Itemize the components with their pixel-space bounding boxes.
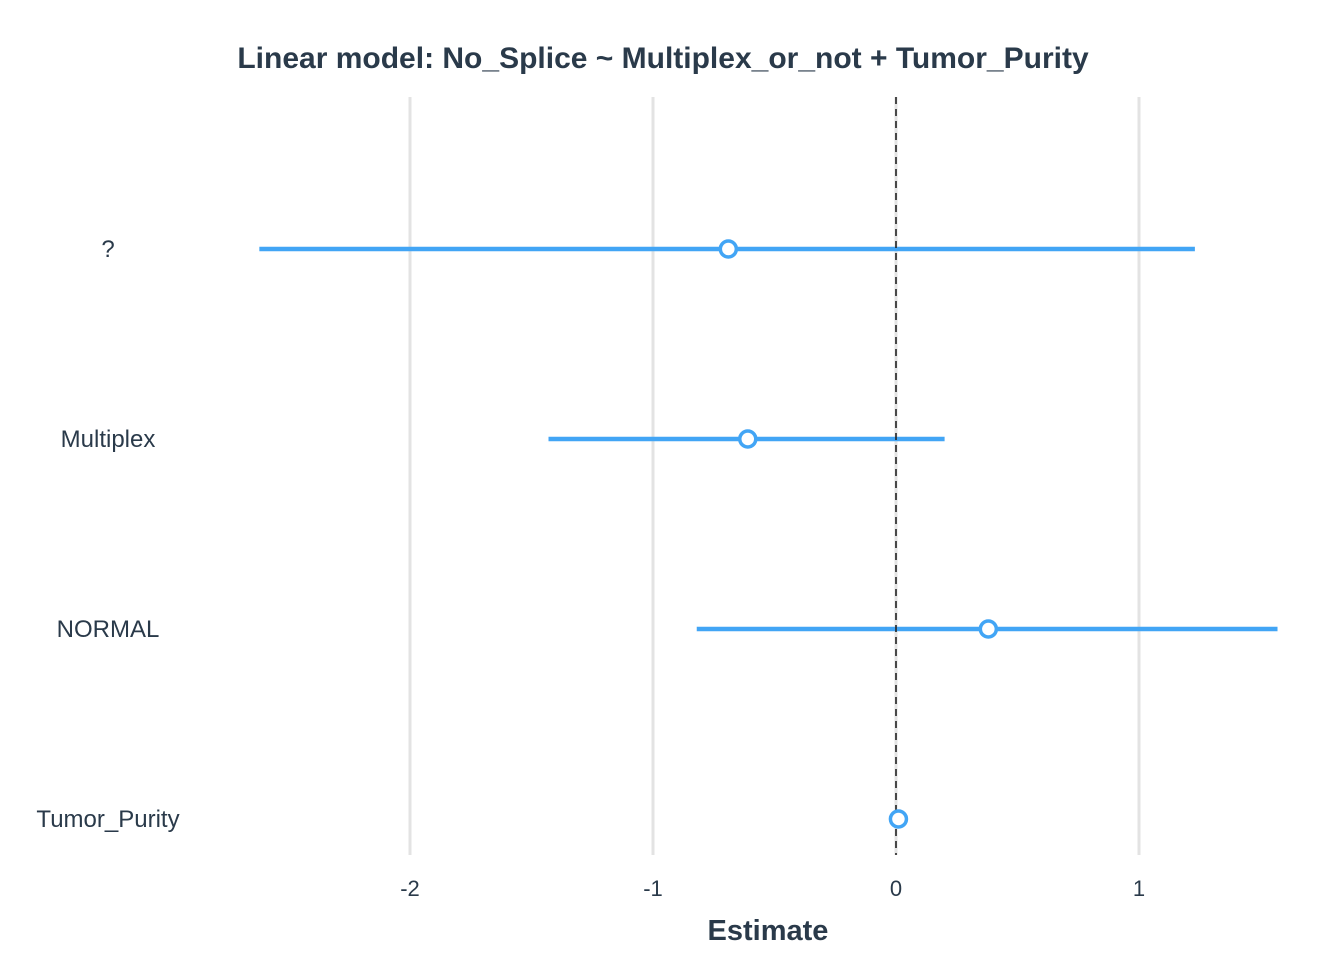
x-tick-label: 1 [1133, 876, 1145, 901]
x-tick-label: 0 [890, 876, 902, 901]
x-tick-label: -2 [400, 876, 420, 901]
x-tick-label: -1 [643, 876, 663, 901]
x-axis-label: Estimate [708, 915, 829, 947]
term-label: NORMAL [57, 616, 160, 643]
estimate-point [978, 619, 999, 639]
term-label-layer: ? Multiplex NORMAL Tumor_Purity [36, 236, 179, 833]
estimate-point [888, 809, 909, 829]
term-label: Tumor_Purity [36, 806, 179, 833]
estimate-point [718, 239, 739, 259]
term-label: ? [101, 236, 114, 263]
estimate-point [738, 429, 758, 449]
x-tick-label-layer: -2 -1 0 1 [400, 876, 1145, 901]
chart-title: Linear model: No_Splice ~ Multiplex_or_n… [237, 42, 1089, 75]
term-label: Multiplex [61, 426, 156, 453]
estimate-point-layer [718, 239, 999, 829]
